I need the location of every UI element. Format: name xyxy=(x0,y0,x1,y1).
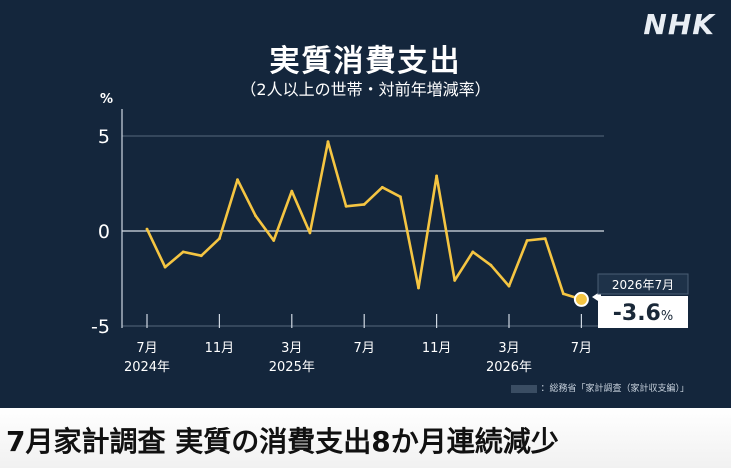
source-mark xyxy=(511,384,538,393)
data-point xyxy=(362,203,366,206)
chart-subtitle: （2人以上の世帯・対前年増減率） xyxy=(240,80,491,99)
callout-value: -3.6 xyxy=(613,301,661,326)
data-point xyxy=(236,178,239,182)
callout-date-label: 2026年7月 xyxy=(612,278,674,292)
data-point xyxy=(326,140,330,144)
x-tick-label: 7月 xyxy=(136,341,157,356)
callout-value-box xyxy=(598,296,688,328)
data-point xyxy=(453,279,457,282)
data-point xyxy=(435,174,438,178)
callout-layer: 2026年7月 -3.6% xyxy=(592,273,689,328)
x-tick-label: 3月 xyxy=(281,341,302,356)
svg-text:-3.6%: -3.6% xyxy=(613,301,673,326)
source-note: ：総務省「家計調査（家計収支編）」 xyxy=(511,381,689,394)
x-year-label: 2024年 xyxy=(124,360,170,375)
grid-layer xyxy=(122,135,604,327)
y-axis-label: % xyxy=(100,92,113,107)
axis-layer: 5 0 -5 7月 2024年 11月 3月 2025年 7月 11月 3月 2026年 7月 xyxy=(91,109,592,375)
y-tick-label: 5 xyxy=(98,126,110,148)
y-tick-label: 0 xyxy=(98,221,110,243)
x-tick-label: 7月 xyxy=(354,341,375,356)
data-point xyxy=(525,239,529,242)
data-point xyxy=(163,265,167,269)
data-point xyxy=(145,227,149,231)
data-point xyxy=(417,286,420,290)
x-tick-label: 11月 xyxy=(205,341,235,356)
data-point xyxy=(543,237,547,241)
source-text: ：総務省「家計調査（家計収支編）」 xyxy=(540,384,689,394)
data-point xyxy=(254,214,257,218)
x-year-label: 2026年 xyxy=(486,360,532,375)
data-point xyxy=(199,254,203,258)
data-point xyxy=(489,263,493,267)
series-layer xyxy=(145,140,589,307)
data-point xyxy=(290,189,294,193)
data-point xyxy=(218,237,221,241)
highlight-point xyxy=(573,291,589,307)
headline: 7月家計調査 実質の消費支出8か月連続減少 xyxy=(6,425,559,458)
x-year-label: 2025年 xyxy=(269,360,315,375)
data-point xyxy=(181,250,185,254)
data-point xyxy=(272,239,276,242)
data-point xyxy=(308,231,312,235)
chart-title: 実質消費支出 xyxy=(269,44,462,79)
x-tick-label: 3月 xyxy=(498,341,519,356)
data-point xyxy=(507,284,511,288)
y-tick-label: -5 xyxy=(91,316,110,338)
data-point xyxy=(561,292,565,296)
series-line xyxy=(145,140,583,301)
nhk-logo: NHK xyxy=(643,8,715,41)
callout-unit: % xyxy=(661,309,673,324)
headline-bar xyxy=(0,408,731,468)
callout-date-box xyxy=(597,273,689,295)
data-point xyxy=(399,195,402,199)
data-point xyxy=(380,185,384,189)
data-point xyxy=(344,204,348,208)
x-tick-label: 7月 xyxy=(571,341,592,356)
data-point xyxy=(471,250,475,254)
chart-panel: % 5 0 -5 7月 2024年 11月 3月 2025年 7月 11月 3月 2026年 7月 20… xyxy=(0,0,731,408)
x-tick-label: 11月 xyxy=(422,341,452,356)
